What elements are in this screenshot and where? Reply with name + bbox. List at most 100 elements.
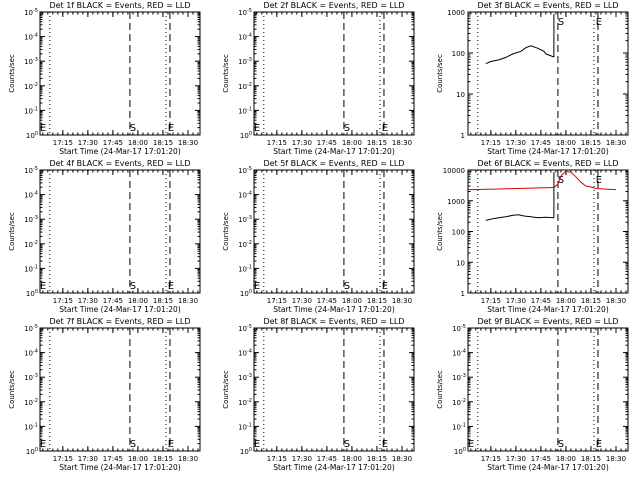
x-tick-label: 17:30 xyxy=(506,139,526,147)
x-tick-label: 17:30 xyxy=(292,297,312,305)
plot-frame xyxy=(467,327,629,452)
y-tick-label: 10-2 xyxy=(238,82,252,91)
y-tick-label: 100 xyxy=(454,447,466,456)
x-tick-label: 18:00 xyxy=(128,139,148,147)
y-tick-label: 100 xyxy=(240,447,252,456)
y-tick-label: 100 xyxy=(26,131,38,140)
x-tick-label: 17:15 xyxy=(53,455,73,463)
x-tick-label: 18:15 xyxy=(581,455,601,463)
y-tick-label: 10-1 xyxy=(238,422,252,431)
end-marker-label: E xyxy=(382,123,388,134)
plot-frame xyxy=(39,327,201,452)
x-tick-label: 18:30 xyxy=(392,455,412,463)
y-tick-label: 10-5 xyxy=(24,8,38,17)
x-tick-label: 18:15 xyxy=(581,297,601,305)
y-axis-label: Counts/sec xyxy=(222,212,230,251)
end-marker-label: E xyxy=(254,439,260,450)
chart-title: Det 8f BLACK = Events, RED = LLD xyxy=(263,317,404,326)
y-tick-label: 1000 xyxy=(447,9,465,17)
y-tick-label: 10 xyxy=(456,259,465,267)
x-axis-label: Start Time (24-Mar-17 17:01:20) xyxy=(273,305,395,314)
plot-frame xyxy=(253,11,415,136)
events-series-line xyxy=(485,214,554,221)
y-tick-label: 10-3 xyxy=(24,57,38,66)
chart-panel-3: Det 3f BLACK = Events, RED = LLD 1000 100 1… xyxy=(436,1,629,156)
start-marker-label: S xyxy=(344,123,350,134)
x-tick-label: 17:15 xyxy=(53,297,73,305)
x-tick-label: 17:45 xyxy=(317,455,337,463)
x-tick-label: 18:00 xyxy=(556,139,576,147)
chart-title: Det 2f BLACK = Events, RED = LLD xyxy=(263,1,404,10)
x-tick-label: 18:00 xyxy=(342,139,362,147)
y-tick-label: 1 xyxy=(461,290,465,298)
x-tick-label: 17:30 xyxy=(78,139,98,147)
x-tick-label: 17:30 xyxy=(506,297,526,305)
y-tick-label: 10-3 xyxy=(24,373,38,382)
chart-panel-6: Det 6f BLACK = Events, RED = LLD 10000 100… xyxy=(436,159,629,314)
x-tick-label: 17:45 xyxy=(103,297,123,305)
start-marker-label: S xyxy=(344,281,350,292)
y-tick-label: 10-3 xyxy=(452,373,466,382)
y-axis-label: Counts/sec xyxy=(436,212,444,251)
y-tick-label: 10-5 xyxy=(24,324,38,333)
plot-frame xyxy=(39,11,201,136)
y-tick-label: 10-3 xyxy=(238,57,252,66)
x-axis-label: Start Time (24-Mar-17 17:01:20) xyxy=(487,305,609,314)
end-marker-label: E xyxy=(168,439,174,450)
end-marker-label: E xyxy=(254,281,260,292)
x-tick-label: 17:15 xyxy=(267,297,287,305)
x-tick-label: 17:45 xyxy=(531,297,551,305)
x-tick-label: 17:15 xyxy=(53,139,73,147)
x-tick-label: 18:15 xyxy=(367,455,387,463)
x-axis-label: Start Time (24-Mar-17 17:01:20) xyxy=(487,463,609,472)
y-tick-label: 10-3 xyxy=(238,373,252,382)
x-tick-label: 17:15 xyxy=(267,455,287,463)
chart-title: Det 7f BLACK = Events, RED = LLD xyxy=(49,317,190,326)
y-tick-label: 100 xyxy=(240,131,252,140)
y-tick-label: 1000 xyxy=(447,198,465,206)
events-series-line xyxy=(485,45,555,65)
y-tick-label: 10-2 xyxy=(24,240,38,249)
y-tick-label: 10-2 xyxy=(238,398,252,407)
x-tick-label: 18:15 xyxy=(581,139,601,147)
y-axis-label: Counts/sec xyxy=(8,212,16,251)
y-tick-label: 10-5 xyxy=(24,166,38,175)
x-tick-label: 18:15 xyxy=(367,297,387,305)
start-marker-label: S xyxy=(130,123,136,134)
y-axis-label: Counts/sec xyxy=(436,54,444,93)
x-axis-label: Start Time (24-Mar-17 17:01:20) xyxy=(59,147,181,156)
x-tick-label: 17:45 xyxy=(531,139,551,147)
y-tick-label: 10-1 xyxy=(452,422,466,431)
plot-frame xyxy=(253,327,415,452)
x-tick-label: 18:00 xyxy=(342,455,362,463)
y-axis-label: Counts/sec xyxy=(8,54,16,93)
y-tick-label: 100 xyxy=(240,289,252,298)
x-tick-label: 18:00 xyxy=(342,297,362,305)
y-tick-label: 10-2 xyxy=(24,82,38,91)
x-axis-label: Start Time (24-Mar-17 17:01:20) xyxy=(273,463,395,472)
y-tick-label: 1 xyxy=(461,132,465,140)
x-tick-label: 18:00 xyxy=(556,297,576,305)
y-axis-label: Counts/sec xyxy=(222,370,230,409)
end-marker-label: E xyxy=(254,123,260,134)
y-tick-label: 10-2 xyxy=(452,398,466,407)
chart-title: Det 9f BLACK = Events, RED = LLD xyxy=(477,317,618,326)
y-axis-label: Counts/sec xyxy=(8,370,16,409)
y-tick-label: 10-2 xyxy=(238,240,252,249)
x-tick-label: 18:30 xyxy=(606,297,626,305)
y-tick-label: 10-4 xyxy=(452,349,466,358)
x-axis-label: Start Time (24-Mar-17 17:01:20) xyxy=(59,463,181,472)
x-axis-label: Start Time (24-Mar-17 17:01:20) xyxy=(273,147,395,156)
x-tick-label: 17:30 xyxy=(292,455,312,463)
y-tick-label: 10-5 xyxy=(238,166,252,175)
end-marker-label: E xyxy=(168,281,174,292)
y-tick-label: 10-4 xyxy=(238,349,252,358)
x-tick-label: 17:45 xyxy=(531,455,551,463)
x-axis-label: Start Time (24-Mar-17 17:01:20) xyxy=(59,305,181,314)
x-tick-label: 18:30 xyxy=(178,297,198,305)
x-tick-label: 18:30 xyxy=(178,455,198,463)
y-tick-label: 10-1 xyxy=(24,422,38,431)
y-tick-label: 10 xyxy=(456,91,465,99)
x-tick-label: 18:00 xyxy=(128,297,148,305)
